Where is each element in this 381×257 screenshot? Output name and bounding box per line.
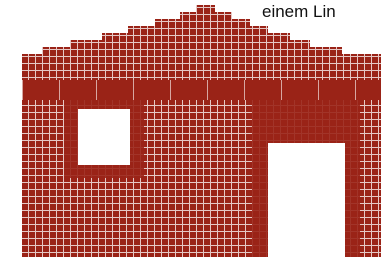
beam (22, 80, 381, 100)
house-figure: einem Lin (0, 0, 381, 257)
page: einem Lin (() => { const data = JSON.par… (0, 0, 381, 257)
caption: einem Lin (262, 2, 336, 21)
door (268, 143, 345, 257)
window (78, 109, 130, 165)
